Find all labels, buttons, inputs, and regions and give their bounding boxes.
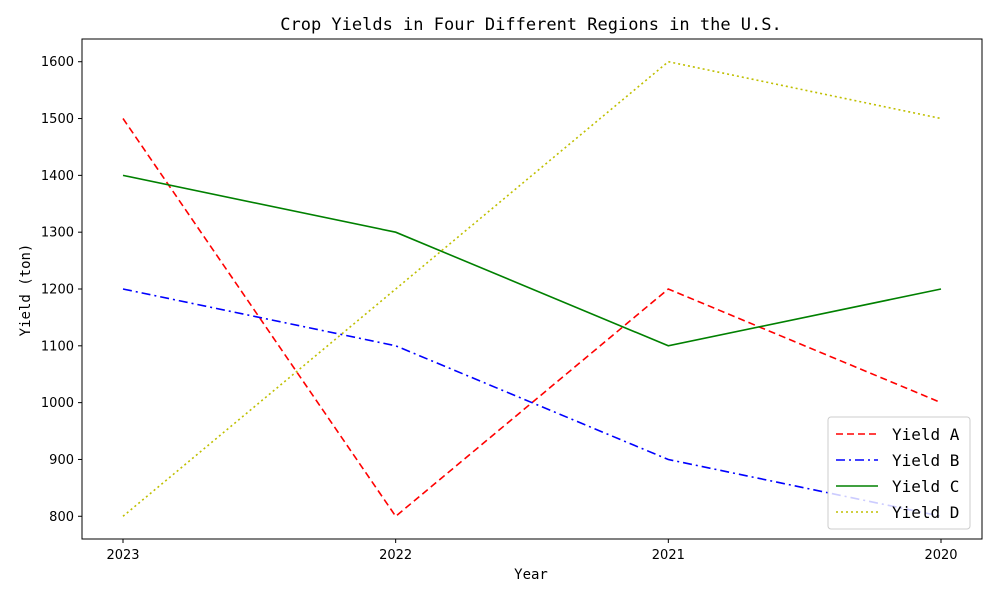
y-tick-label: 1000: [41, 396, 74, 411]
chart-title: Crop Yields in Four Different Regions in…: [280, 15, 782, 35]
legend[interactable]: Yield A Yield B Yield C Yield D: [827, 416, 971, 530]
series-line-yield-c: [122, 174, 942, 347]
plot-lines: [122, 60, 942, 518]
series-line-yield-b: [122, 288, 942, 518]
y-tick-label: 1300: [41, 226, 74, 241]
x-axis-label: Year: [514, 567, 548, 583]
x-tick-label: 2020: [924, 548, 957, 563]
y-tick-label: 1100: [41, 339, 74, 354]
legend-label: Yield C: [892, 477, 959, 496]
y-axis-ticks: 800 900 1000 1100 1200 1300 1400 1500 1600: [41, 55, 82, 525]
series-line-yield-a: [122, 118, 942, 518]
y-tick-label: 1600: [41, 55, 74, 70]
y-axis-label: Yield (ton): [18, 244, 34, 337]
y-tick-label: 1500: [41, 112, 74, 127]
legend-label: Yield A: [892, 425, 960, 444]
legend-box: [827, 416, 971, 530]
legend-label: Yield D: [892, 503, 959, 522]
x-tick-label: 2021: [652, 548, 685, 563]
y-tick-label: 1400: [41, 169, 74, 184]
legend-label: Yield B: [892, 451, 959, 470]
y-tick-label: 900: [49, 453, 74, 468]
x-tick-label: 2023: [106, 548, 139, 563]
x-axis-ticks: 2023 2022 2021 2020: [106, 539, 958, 563]
y-tick-label: 1200: [41, 283, 74, 298]
y-tick-label: 800: [49, 510, 74, 525]
x-tick-label: 2022: [379, 548, 412, 563]
